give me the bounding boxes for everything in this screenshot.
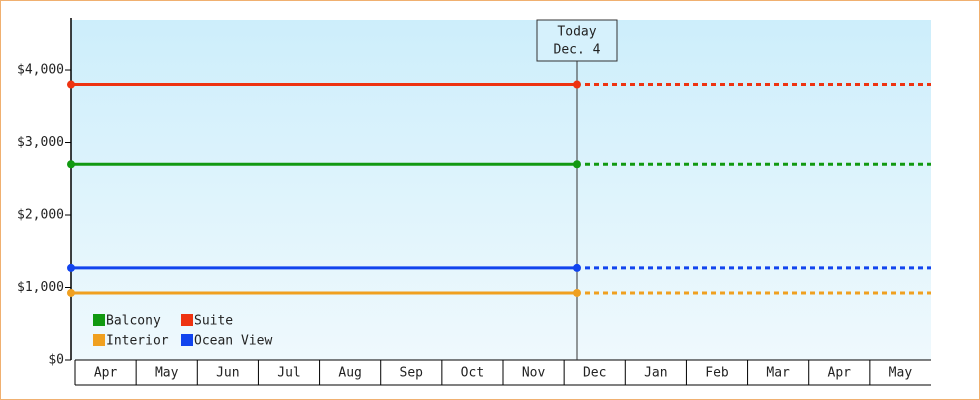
x-tick-label: Nov	[522, 366, 546, 381]
plot-area	[71, 20, 931, 360]
x-tick-label: Apr	[94, 366, 118, 381]
y-tick-label: $4,000	[17, 63, 64, 78]
y-tick-label: $0	[48, 353, 64, 368]
legend-label: Ocean View	[194, 334, 272, 349]
price-point	[67, 263, 75, 272]
x-tick-label: May	[155, 366, 179, 381]
legend-label: Interior	[106, 334, 169, 349]
price-point	[573, 80, 581, 89]
x-tick-label: Feb	[705, 366, 729, 381]
x-tick-label: May	[889, 366, 913, 381]
y-tick-label: $3,000	[17, 135, 64, 150]
y-tick-label: $2,000	[17, 208, 64, 223]
y-tick-label: $1,000	[17, 280, 64, 295]
x-tick-label: Jul	[277, 366, 300, 381]
price-point	[573, 160, 581, 169]
price-point	[573, 288, 581, 297]
price-point	[67, 288, 75, 297]
today-date: Dec. 4	[554, 43, 601, 58]
legend-swatch	[93, 334, 105, 346]
x-tick-label: Mar	[766, 366, 790, 381]
price-point	[573, 263, 581, 272]
legend-swatch	[181, 314, 193, 326]
x-tick-label: Jun	[216, 366, 239, 381]
price-point	[67, 160, 75, 169]
x-tick-label: Jan	[644, 366, 667, 381]
legend-label: Suite	[194, 314, 233, 329]
legend-swatch	[181, 334, 193, 346]
x-tick-label: Aug	[338, 366, 361, 381]
price-point	[67, 80, 75, 89]
legend-swatch	[93, 314, 105, 326]
x-tick-label: Oct	[461, 366, 484, 381]
x-tick-label: Dec	[583, 366, 606, 381]
x-tick-label: Sep	[400, 366, 424, 381]
today-label: Today	[557, 25, 596, 40]
x-tick-label: Apr	[828, 366, 852, 381]
today-box	[536, 19, 618, 62]
legend-label: Balcony	[106, 314, 161, 329]
